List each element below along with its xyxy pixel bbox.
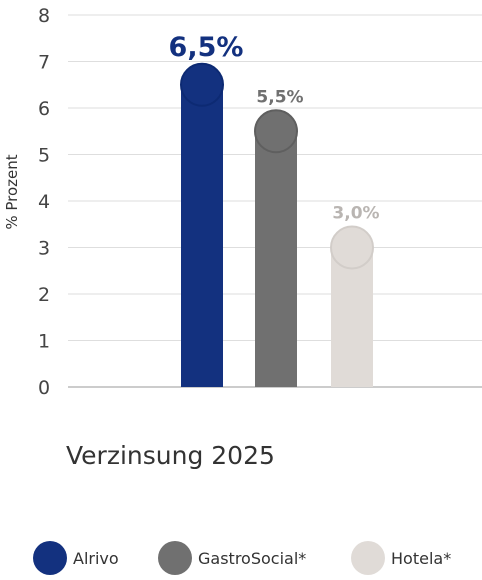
legend-item-gastrosocial: GastroSocial* bbox=[158, 540, 306, 576]
y-tick-label-4: 4 bbox=[38, 191, 50, 213]
y-axis-ticks: 0 1 2 3 4 5 6 7 8 bbox=[38, 5, 50, 399]
data-label-gastrosocial: 5,5% bbox=[256, 87, 303, 107]
y-axis-label: % Prozent bbox=[3, 154, 21, 229]
legend-label-hotela: Hotela* bbox=[391, 548, 452, 568]
bar-cap-gastrosocial bbox=[254, 109, 298, 154]
legend-label-gastrosocial: GastroSocial* bbox=[198, 548, 307, 568]
legend-item-hotela: Hotela* bbox=[351, 540, 451, 576]
y-tick-label-5: 5 bbox=[38, 145, 50, 167]
y-tick-label-2: 2 bbox=[38, 284, 50, 306]
data-labels: 6,5% 5,5% 3,0% bbox=[169, 32, 380, 224]
y-tick-label-0: 0 bbox=[38, 377, 50, 399]
bar-cap-alrivo bbox=[180, 62, 224, 107]
bar-chart: 0 1 2 3 4 5 6 7 8 % Prozent 6,5% 5,5% 3,0% Verzins… bbox=[3, 5, 482, 470]
bar-alrivo bbox=[181, 63, 223, 387]
data-label-hotela: 3,0% bbox=[332, 204, 379, 224]
y-tick-label-7: 7 bbox=[38, 52, 50, 74]
legend-item-alrivo: Alrivo bbox=[33, 540, 119, 576]
bars bbox=[180, 62, 374, 387]
legend-swatch-gastrosocial bbox=[158, 541, 192, 575]
legend-label-alrivo: Alrivo bbox=[73, 548, 119, 568]
bar-gastrosocial bbox=[255, 110, 297, 387]
bar-cap-hotela bbox=[330, 225, 374, 270]
y-tick-label-8: 8 bbox=[38, 5, 50, 27]
y-tick-label-6: 6 bbox=[38, 98, 50, 120]
legend-swatch-alrivo bbox=[33, 541, 67, 575]
x-axis-title: Verzinsung 2025 bbox=[66, 441, 275, 470]
data-label-alrivo: 6,5% bbox=[169, 32, 244, 63]
y-tick-label-1: 1 bbox=[38, 331, 50, 353]
legend-swatch-hotela bbox=[351, 541, 385, 575]
legend: Alrivo GastroSocial* Hotela* bbox=[0, 540, 482, 580]
y-tick-label-3: 3 bbox=[38, 238, 50, 260]
